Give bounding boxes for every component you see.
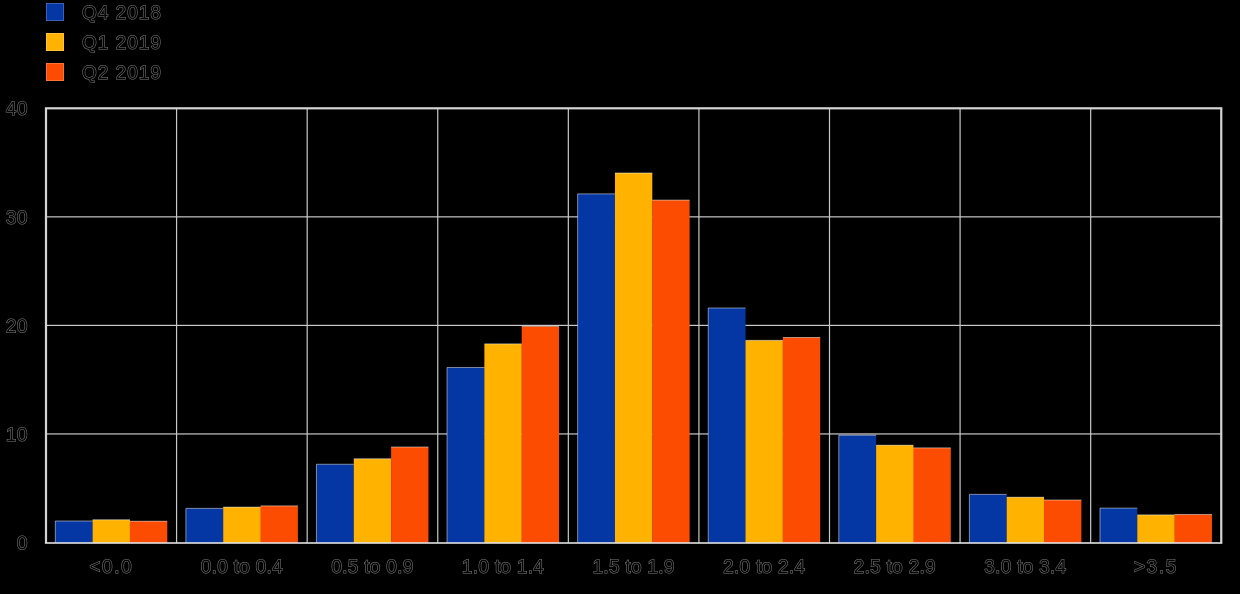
svg-text:Q4 2018: Q4 2018 [82,3,162,24]
svg-text:0.5 to 0.9: 0.5 to 0.9 [331,557,413,578]
svg-text:10: 10 [6,425,28,446]
svg-text:0.0 to 0.4: 0.0 to 0.4 [201,557,283,578]
svg-text:3.0 to 3.4: 3.0 to 3.4 [984,557,1066,578]
svg-text:2.0 to 2.4: 2.0 to 2.4 [723,557,805,578]
svg-text:2.5 to 2.9: 2.5 to 2.9 [854,557,936,578]
svg-text:40: 40 [6,99,28,120]
svg-text:1.5 to 1.9: 1.5 to 1.9 [593,557,675,578]
svg-text:Q1 2019: Q1 2019 [82,33,162,54]
svg-text:0: 0 [17,533,28,554]
svg-text:<0.0: <0.0 [89,557,133,578]
svg-text:>3.5: >3.5 [1134,557,1178,578]
svg-text:Q2 2019: Q2 2019 [82,63,162,84]
svg-text:30: 30 [6,208,28,229]
svg-text:1.0 to 1.4: 1.0 to 1.4 [462,557,544,578]
svg-text:20: 20 [6,316,28,337]
